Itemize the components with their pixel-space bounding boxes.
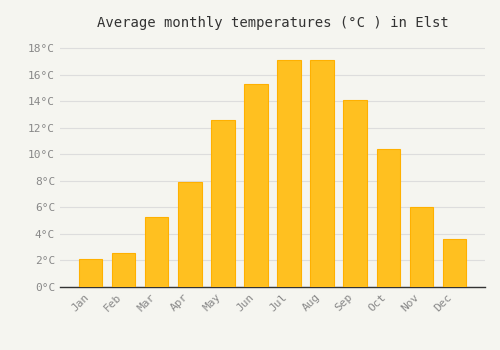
- Bar: [112, 252, 136, 287]
- Bar: [310, 60, 334, 287]
- Bar: [80, 259, 102, 287]
- Bar: [344, 100, 366, 287]
- Bar: [146, 217, 169, 287]
- Bar: [442, 239, 466, 287]
- Bar: [178, 182, 202, 287]
- Bar: [278, 60, 300, 287]
- Bar: [376, 149, 400, 287]
- Bar: [410, 208, 432, 287]
- Bar: [212, 120, 234, 287]
- Title: Average monthly temperatures (°C ) in Elst: Average monthly temperatures (°C ) in El…: [96, 16, 448, 30]
- Bar: [244, 84, 268, 287]
